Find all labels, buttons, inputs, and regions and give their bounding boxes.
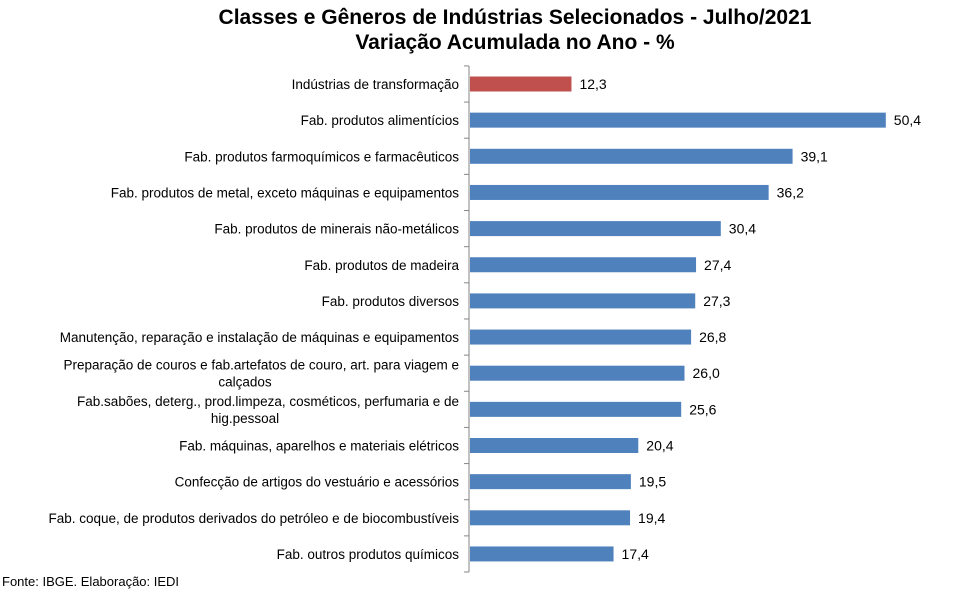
bar-value-label: 27,4	[704, 257, 731, 273]
category-label: Fab. outros produtos químicos	[277, 547, 460, 562]
category-label: Fab.sabões, deterg., prod.limpeza, cosmé…	[77, 394, 459, 426]
bar-value-label: 39,1	[801, 148, 828, 164]
category-label: Fab. produtos de metal, exceto máquinas …	[111, 185, 459, 200]
category-label: Fab. produtos de minerais não-metálicos	[214, 222, 459, 237]
bar	[470, 112, 886, 128]
bar	[470, 184, 769, 200]
category-label: Fab. produtos farmoquímicos e farmacêuti…	[184, 149, 459, 164]
category-label: Fab. máquinas, aparelhos e materiais elé…	[179, 439, 459, 454]
bar-value-label: 19,4	[638, 510, 665, 526]
chart-title: Classes e Gêneros de Indústrias Selecion…	[218, 6, 812, 29]
bar	[470, 221, 721, 237]
bar-value-label: 36,2	[777, 184, 804, 200]
bar-value-label: 30,4	[729, 221, 756, 237]
bar-value-label: 26,0	[693, 365, 720, 381]
bar-value-label: 25,6	[689, 401, 716, 417]
bar	[470, 329, 692, 345]
bar-value-label: 19,5	[639, 474, 666, 490]
bar	[470, 76, 572, 92]
bar	[470, 510, 631, 526]
bar	[470, 148, 793, 164]
bar-value-label: 27,3	[703, 293, 730, 309]
bar	[470, 257, 697, 273]
bar-value-label: 17,4	[622, 546, 649, 562]
bar	[470, 365, 685, 381]
bar-value-label: 50,4	[894, 112, 921, 128]
bar	[470, 401, 682, 417]
bar-value-label: 26,8	[699, 329, 726, 345]
bar-value-label: 20,4	[646, 438, 673, 454]
bar	[470, 438, 639, 453]
source-note: Fonte: IBGE. Elaboração: IEDI	[2, 574, 180, 589]
category-label: Fab. produtos diversos	[322, 294, 460, 309]
bar	[470, 546, 614, 562]
bar	[470, 474, 631, 490]
category-label: Confecção de artigos do vestuário e aces…	[175, 475, 460, 490]
category-label: Fab. coque, de produtos derivados do pet…	[48, 511, 459, 526]
category-label: Manutenção, reparação e instalação de má…	[60, 330, 460, 345]
category-label: Fab. produtos de madeira	[304, 258, 459, 273]
category-label: Preparação de couros e fab.artefatos de …	[64, 358, 459, 390]
category-label: Fab. produtos alimentícios	[301, 113, 460, 128]
bar	[470, 293, 696, 309]
chart-title-block: Classes e Gêneros de Indústrias Selecion…	[0, 5, 958, 55]
bar-value-label: 12,3	[579, 76, 606, 92]
chart-subtitle: Variação Acumulada no Ano - %	[355, 31, 675, 54]
category-label: Indústrias de transformação	[292, 77, 459, 92]
